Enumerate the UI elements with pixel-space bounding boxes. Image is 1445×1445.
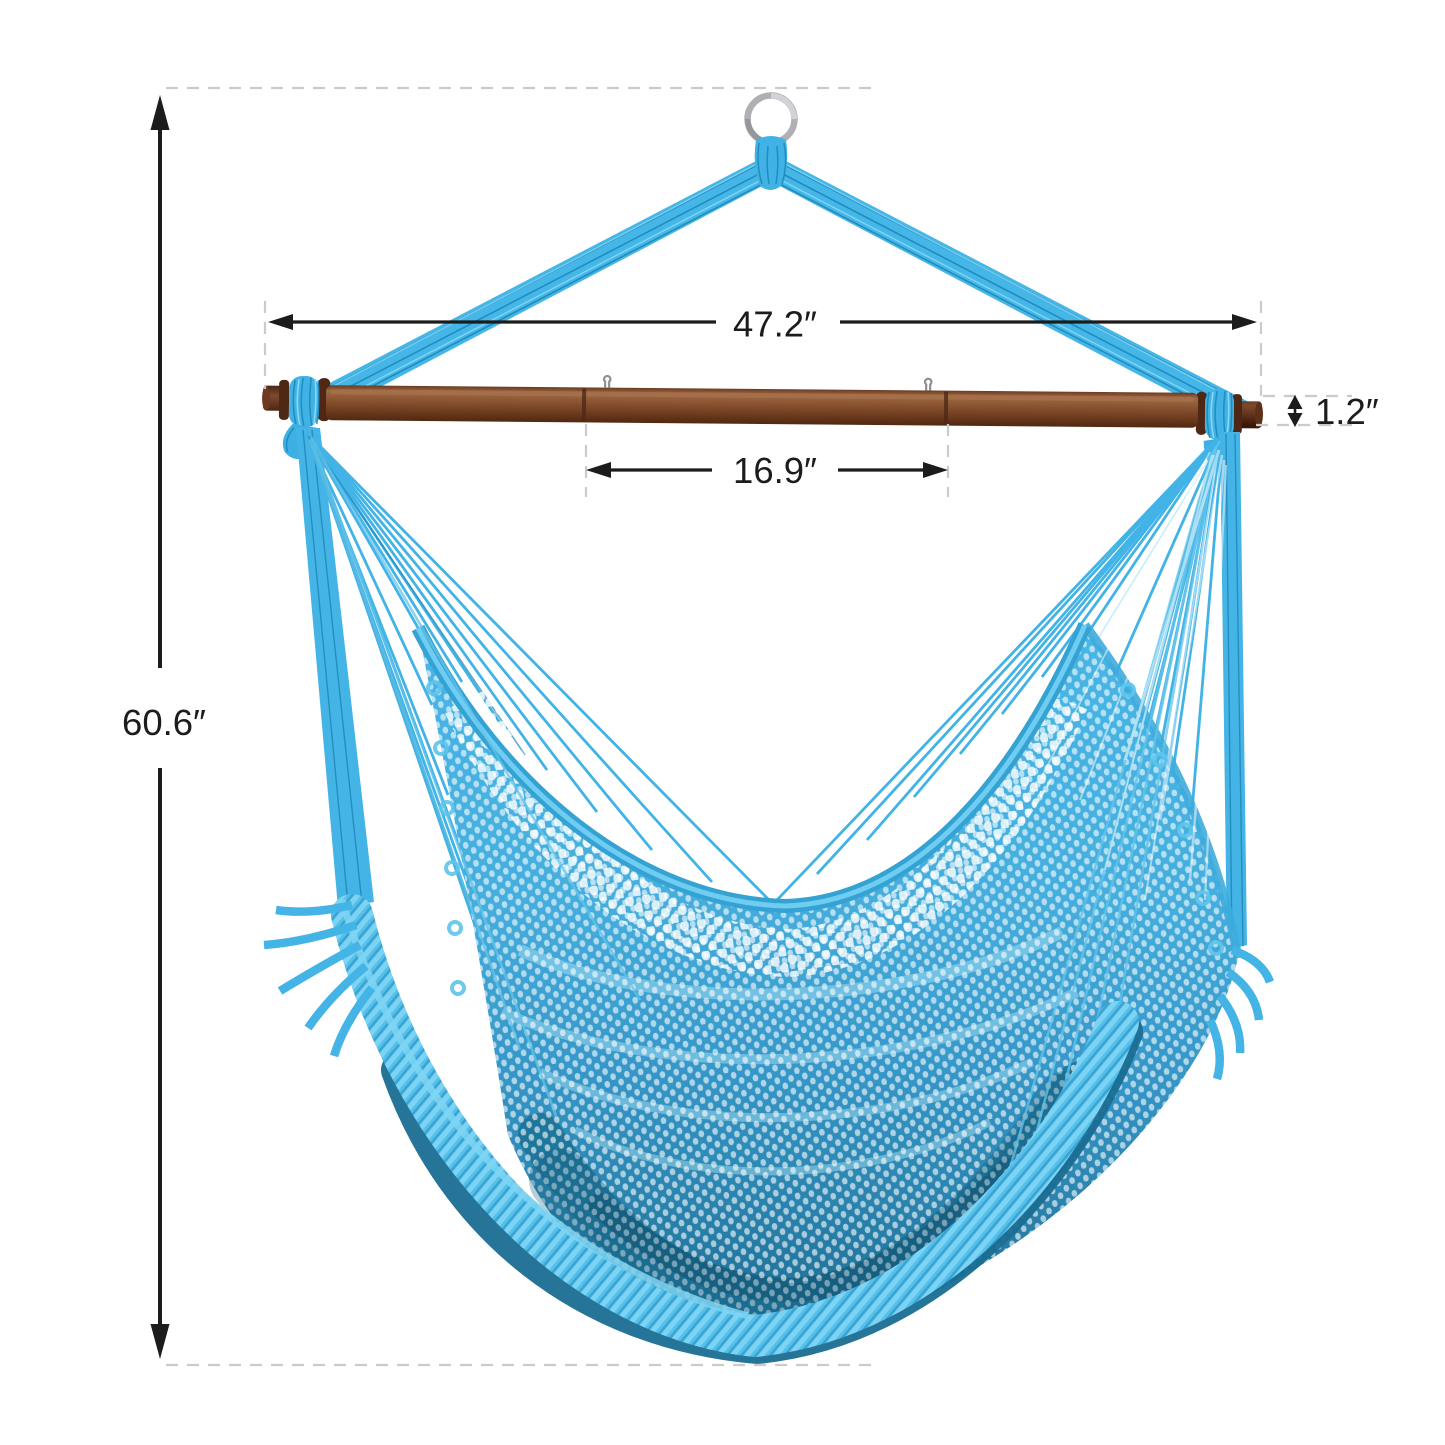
svg-text:60.6″: 60.6″ (122, 702, 206, 743)
svg-text:16.9″: 16.9″ (733, 450, 817, 491)
svg-text:47.2″: 47.2″ (733, 304, 817, 345)
svg-text:1.2″: 1.2″ (1315, 391, 1379, 432)
